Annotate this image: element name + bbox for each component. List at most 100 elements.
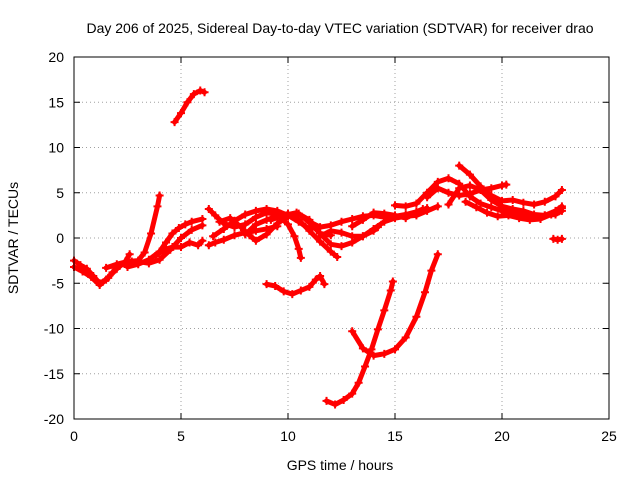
data-point [262, 205, 271, 214]
data-point [209, 232, 218, 241]
data-point [174, 224, 183, 233]
data-point [262, 280, 271, 289]
data-point [112, 260, 121, 269]
data-point [487, 184, 496, 193]
y-tick-label: -5 [52, 275, 65, 291]
data-point [339, 395, 348, 404]
y-tick-label: -20 [44, 411, 64, 427]
data-point [288, 290, 297, 299]
data-point [316, 272, 325, 281]
x-axis-label: GPS time / hours [287, 457, 394, 473]
data-point [380, 349, 389, 358]
data-point [557, 204, 566, 213]
data-point [476, 199, 485, 208]
data-point [358, 344, 367, 353]
data-point [147, 229, 156, 238]
data-track-line [463, 199, 565, 223]
data-point [348, 389, 357, 398]
data-point [87, 272, 96, 281]
data-point [493, 212, 502, 221]
data-point [189, 90, 198, 99]
data-point [290, 232, 299, 241]
data-point [123, 262, 132, 271]
data-point [296, 253, 305, 262]
data-point [204, 205, 213, 214]
axis-ticks: 0 5 10 15 20 25 -20 -15 -10 -5 0 5 10 15 20 [44, 49, 617, 444]
data-point [337, 217, 346, 226]
data-point [348, 327, 357, 336]
data-point [369, 224, 378, 233]
data-point [557, 186, 566, 195]
data-point [211, 238, 220, 247]
data-point [198, 221, 207, 230]
data-point [322, 396, 331, 405]
y-tick-label: 0 [56, 230, 64, 246]
y-tick-label: 10 [48, 140, 64, 156]
y-tick-label: -10 [44, 321, 64, 337]
y-tick-label: 20 [48, 49, 64, 65]
x-tick-label: 15 [387, 428, 403, 444]
data-track-line [172, 88, 207, 125]
data-point [241, 220, 250, 229]
data-point [251, 236, 260, 245]
data-point [401, 214, 410, 223]
y-tick-label: -15 [44, 366, 64, 382]
data-point [200, 88, 209, 97]
data-point [168, 229, 177, 238]
data-point [162, 238, 171, 247]
data-point [251, 206, 260, 215]
x-tick-label: 5 [177, 428, 185, 444]
data-point [279, 211, 288, 220]
data-point [519, 206, 528, 215]
data-point [455, 184, 464, 193]
data-point [326, 247, 335, 256]
data-point [412, 199, 421, 208]
data-point [326, 221, 335, 230]
data-point [140, 248, 149, 257]
data-point [305, 282, 314, 291]
data-point [476, 182, 485, 191]
data-track-11 [241, 209, 342, 262]
data-track-23 [322, 277, 397, 409]
data-point [194, 241, 203, 250]
data-point [433, 184, 442, 193]
data-point [262, 230, 271, 239]
data-point [465, 170, 474, 179]
data-point [540, 197, 549, 206]
data-point [204, 241, 213, 250]
data-track-21 [549, 234, 566, 244]
x-tick-label: 25 [601, 428, 617, 444]
data-point [427, 266, 436, 275]
data-point [380, 306, 389, 315]
data-points [70, 86, 566, 409]
data-point [273, 219, 282, 228]
data-point [401, 333, 410, 342]
data-point [358, 215, 367, 224]
data-point [348, 232, 357, 241]
data-point [423, 204, 432, 213]
data-point [388, 277, 397, 286]
data-point [401, 202, 410, 211]
data-point [266, 215, 275, 224]
data-point [305, 226, 314, 235]
x-tick-label: 20 [494, 428, 510, 444]
data-point [391, 211, 399, 220]
data-point [211, 211, 220, 220]
data-point [444, 188, 453, 197]
data-point [391, 201, 399, 210]
data-point [226, 214, 235, 223]
data-point [547, 210, 556, 219]
data-point [104, 273, 113, 282]
data-point [185, 238, 194, 247]
data-point [177, 243, 185, 252]
grid-lines [74, 57, 609, 419]
data-point [292, 208, 301, 217]
data-point [525, 215, 534, 224]
data-point [125, 250, 134, 259]
data-point [502, 180, 511, 189]
data-point [134, 257, 143, 266]
data-point [316, 232, 325, 241]
y-tick-label: 5 [56, 185, 64, 201]
data-point [241, 210, 250, 219]
data-track-6 [170, 86, 209, 127]
